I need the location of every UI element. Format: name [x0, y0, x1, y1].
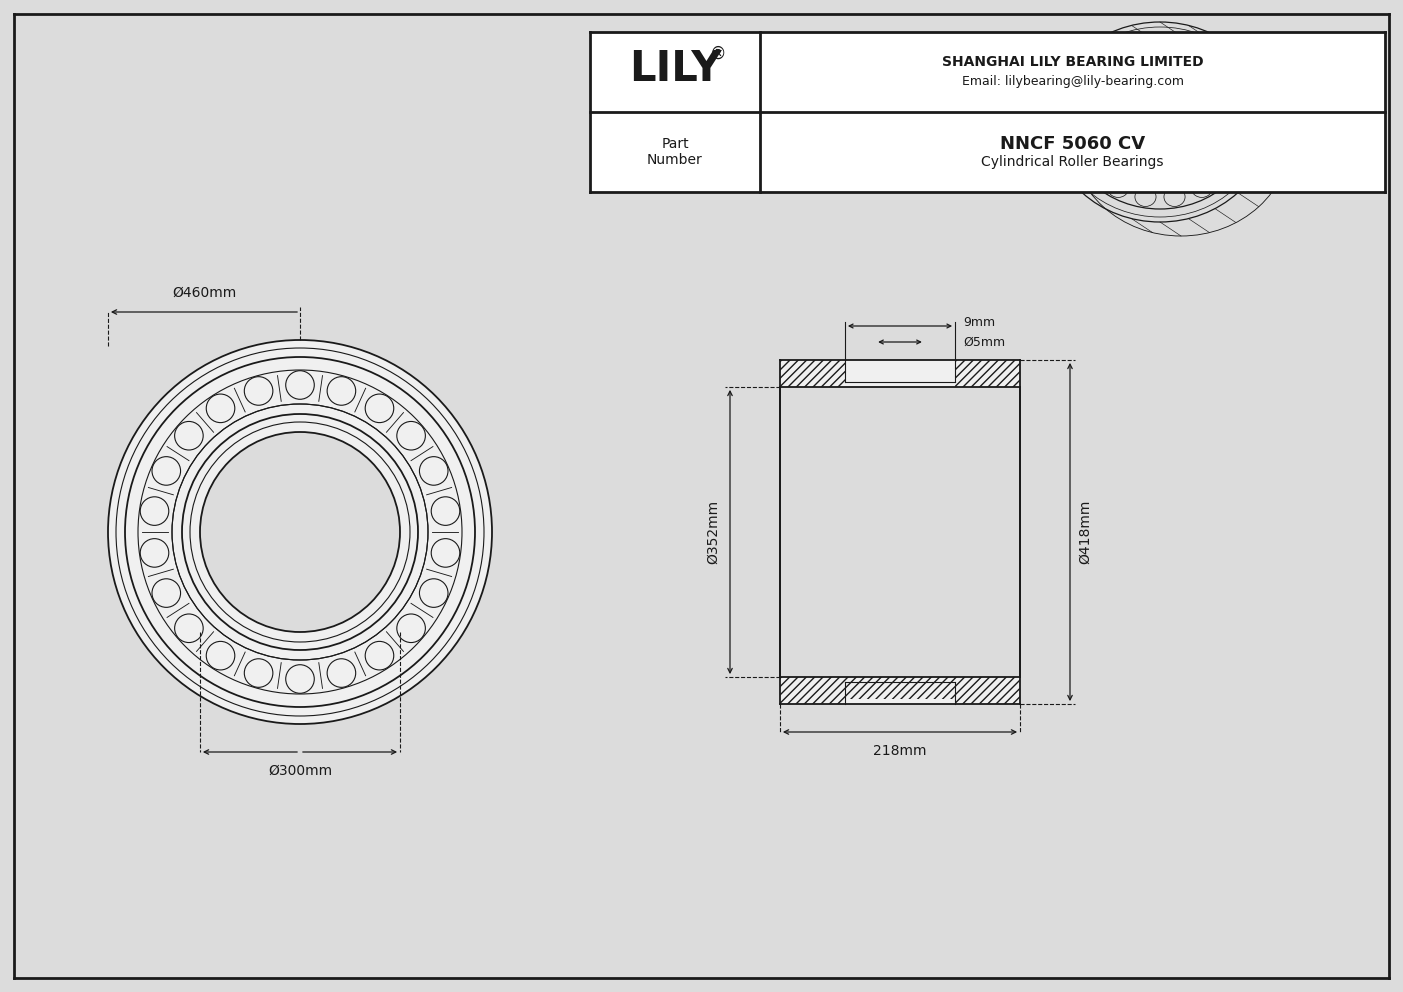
- Bar: [780, 387, 1020, 677]
- Bar: [780, 677, 845, 704]
- Text: 218mm: 218mm: [873, 744, 927, 758]
- Bar: [591, 32, 1385, 192]
- Text: Ø460mm: Ø460mm: [173, 286, 236, 300]
- Text: Ø352mm: Ø352mm: [706, 500, 720, 564]
- Text: NNCF 5060 CV: NNCF 5060 CV: [1000, 135, 1145, 153]
- Text: ®: ®: [710, 45, 727, 63]
- Text: 9mm: 9mm: [962, 315, 995, 328]
- Bar: [780, 360, 845, 387]
- Bar: [845, 677, 955, 699]
- Text: Email: lilybearing@lily-bearing.com: Email: lilybearing@lily-bearing.com: [961, 75, 1184, 88]
- Text: LILY: LILY: [629, 48, 721, 90]
- Circle shape: [108, 340, 492, 724]
- Text: Ø5mm: Ø5mm: [962, 335, 1005, 348]
- Bar: [955, 677, 1020, 704]
- Text: Part
Number: Part Number: [647, 137, 703, 167]
- Bar: [780, 387, 1020, 677]
- Bar: [955, 360, 1020, 387]
- Bar: [780, 360, 1020, 704]
- Text: SHANGHAI LILY BEARING LIMITED: SHANGHAI LILY BEARING LIMITED: [941, 55, 1204, 69]
- Text: Ø300mm: Ø300mm: [268, 764, 333, 778]
- Circle shape: [201, 432, 400, 632]
- Text: Cylindrical Roller Bearings: Cylindrical Roller Bearings: [981, 155, 1163, 169]
- Text: Ø418mm: Ø418mm: [1078, 500, 1092, 564]
